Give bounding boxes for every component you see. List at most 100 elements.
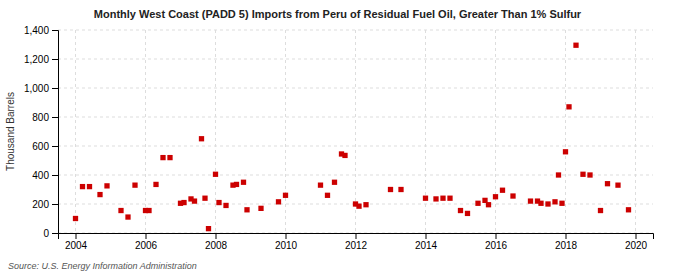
axis-line <box>52 31 59 234</box>
point <box>580 172 585 177</box>
point <box>213 172 218 177</box>
point <box>552 199 557 204</box>
tick: 2004 <box>65 233 88 251</box>
tick-label: 1,400 <box>24 25 49 36</box>
tick-mark <box>76 233 77 239</box>
tick: 200 <box>32 199 58 210</box>
grid-line-x <box>565 30 566 233</box>
tick: 600 <box>32 141 58 152</box>
tick-label: 2008 <box>205 240 228 251</box>
tick-label: 0 <box>43 228 49 239</box>
point <box>97 192 102 197</box>
point <box>356 204 361 209</box>
point <box>160 155 165 160</box>
tick: 0 <box>43 228 58 239</box>
point <box>545 201 550 206</box>
tick: 1,400 <box>24 25 58 36</box>
point <box>563 149 568 154</box>
grid-line-y <box>58 146 653 147</box>
tick: 2006 <box>135 233 158 251</box>
plot-area: 2004 2006 2008 2010 2012 2014 2016 2018 2020 0 200… <box>24 25 654 251</box>
point <box>80 184 85 189</box>
tick-mark <box>52 146 58 147</box>
point <box>153 182 158 187</box>
point <box>528 198 533 203</box>
point <box>486 202 491 207</box>
point <box>192 198 197 203</box>
point <box>206 226 211 231</box>
point <box>388 187 393 192</box>
tick: 2014 <box>415 233 438 251</box>
tick-label: 1,000 <box>24 83 49 94</box>
grid-line-x <box>635 30 636 233</box>
tick: 800 <box>32 112 58 123</box>
tick-mark <box>496 233 497 239</box>
point <box>342 153 347 158</box>
tick-label: 2016 <box>485 240 508 251</box>
point <box>73 216 78 221</box>
tick-mark <box>52 233 58 234</box>
tick-mark <box>52 59 58 60</box>
point <box>332 180 337 185</box>
point <box>167 155 172 160</box>
grid-line-y <box>58 117 653 118</box>
point <box>244 207 249 212</box>
tick: 2010 <box>275 233 298 251</box>
tick: 400 <box>32 170 58 181</box>
grid-line-x <box>425 30 426 233</box>
tick-mark <box>426 233 427 239</box>
point <box>199 136 204 141</box>
point <box>440 196 445 201</box>
tick: 2020 <box>625 233 648 251</box>
axis-line <box>59 234 654 240</box>
y-axis: 0 200 400 600 800 1,000 1,200 1,400 <box>24 25 59 239</box>
y-axis-label: Thousand Barrels <box>5 92 16 171</box>
point <box>125 214 130 219</box>
tick-label: 2010 <box>275 240 298 251</box>
grid-line-y <box>58 88 653 89</box>
point <box>458 208 463 213</box>
point <box>447 196 452 201</box>
point <box>216 200 221 205</box>
point <box>475 201 480 206</box>
tick-label: 1,200 <box>24 54 49 65</box>
point <box>118 208 123 213</box>
point <box>223 203 228 208</box>
point <box>538 201 543 206</box>
tick-label: 600 <box>32 141 49 152</box>
tick-label: 2018 <box>555 240 578 251</box>
tick-label: 2012 <box>345 240 368 251</box>
point <box>615 183 620 188</box>
point <box>132 183 137 188</box>
tick: 2012 <box>345 233 368 251</box>
tick-mark <box>216 233 217 239</box>
tick-mark <box>52 88 58 89</box>
tick-label: 2006 <box>135 240 158 251</box>
tick-label: 200 <box>32 199 49 210</box>
tick-mark <box>566 233 567 239</box>
point <box>559 201 564 206</box>
point <box>566 104 571 109</box>
point <box>598 208 603 213</box>
grid-line-x <box>145 30 146 233</box>
tick: 2008 <box>205 233 228 251</box>
point <box>146 208 151 213</box>
grid-line-x <box>75 30 76 233</box>
tick: 2018 <box>555 233 578 251</box>
point <box>202 196 207 201</box>
grid-line-x <box>495 30 496 233</box>
grid-line-y <box>58 59 653 60</box>
tick-label: 2014 <box>415 240 438 251</box>
chart: 2004 2006 2008 2010 2012 2014 2016 2018 2020 0 200… <box>0 0 675 275</box>
point <box>181 200 186 205</box>
point <box>493 194 498 199</box>
point <box>626 207 631 212</box>
grid-line-y <box>58 30 653 31</box>
annotation: Source: U.S. Energy Information Administ… <box>8 261 197 271</box>
tick-mark <box>52 175 58 176</box>
points <box>73 43 631 232</box>
tick-mark <box>146 233 147 239</box>
tick-label: 2020 <box>625 240 648 251</box>
point <box>605 181 610 186</box>
point <box>258 206 263 211</box>
